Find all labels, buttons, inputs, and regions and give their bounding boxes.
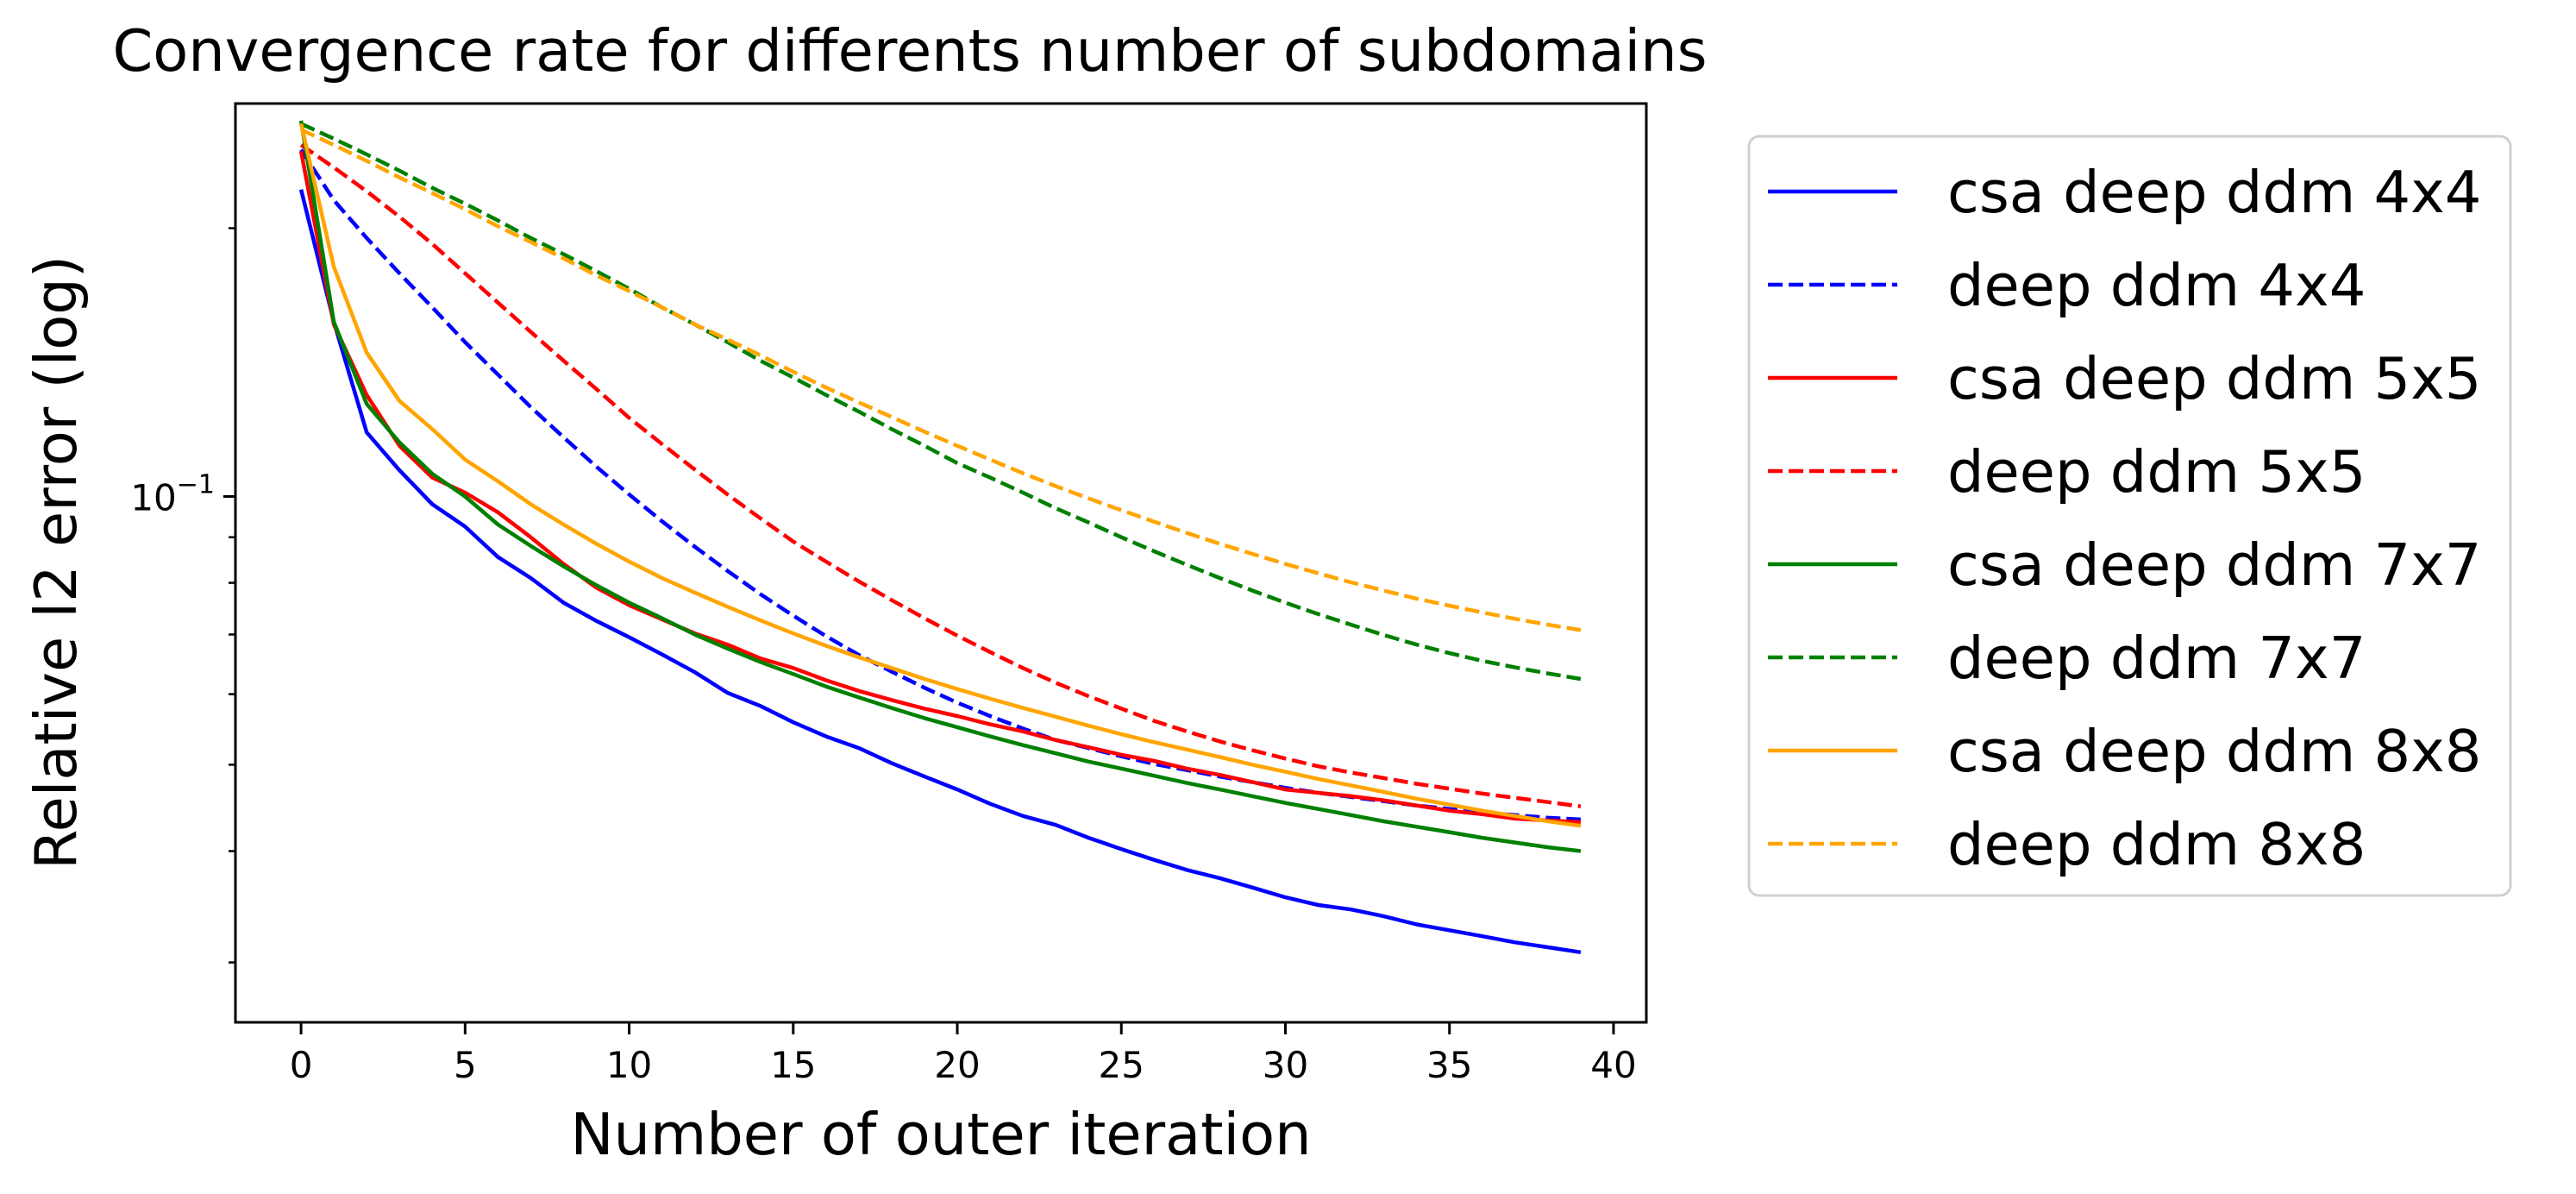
legend-label: csa deep ddm 4x4: [1947, 159, 2481, 226]
y-axis-ticks: 10−1: [130, 227, 235, 964]
legend-label: deep ddm 8x8: [1947, 811, 2366, 878]
plot-area: [235, 104, 1646, 1022]
x-axis-ticks: 0 5 10 15 20 25 30 35 40: [290, 1022, 1637, 1086]
x-tick-label: 5: [454, 1044, 477, 1086]
series-line-5: [298, 120, 1582, 853]
legend-entry: csa deep ddm 4x4: [1768, 159, 2481, 226]
x-axis-label: Number of outer iteration: [570, 1101, 1311, 1168]
legend-entry: csa deep ddm 5x5: [1768, 345, 2481, 412]
legend-entry: deep ddm 4x4: [1768, 252, 2366, 319]
x-tick-label: 10: [606, 1044, 652, 1086]
legend: csa deep ddm 4x4 deep ddm 4x4 csa deep ddm…: [1747, 135, 2512, 897]
series-layer: [298, 120, 1582, 955]
x-tick-label: 20: [934, 1044, 980, 1086]
legend-entry: csa deep ddm 7x7: [1768, 531, 2481, 599]
series-line-7: [298, 123, 1582, 828]
series-line-3: [298, 150, 1582, 825]
legend-label: csa deep ddm 7x7: [1947, 531, 2481, 599]
legend-label: deep ddm 7x7: [1947, 625, 2366, 692]
legend-frame: [1747, 135, 2512, 897]
chart-title: Convergence rate for differents number o…: [112, 17, 1707, 85]
plot-frame: [234, 102, 1648, 1024]
y-axis-label: Relative l2 error (log): [22, 255, 90, 870]
y-tick-label: 10−1: [130, 469, 215, 518]
legend-label: csa deep ddm 5x5: [1947, 345, 2481, 412]
x-tick-label: 40: [1590, 1044, 1636, 1086]
series-line-6: [300, 122, 1582, 682]
x-tick-label: 25: [1099, 1044, 1144, 1086]
series-line-8: [300, 128, 1582, 632]
x-tick-label: 35: [1426, 1044, 1472, 1086]
x-tick-label: 0: [290, 1044, 313, 1086]
series-line-4: [299, 143, 1582, 808]
legend-entry: deep ddm 7x7: [1768, 625, 2366, 692]
series-line-1: [298, 189, 1582, 955]
legend-label: deep ddm 5x5: [1947, 438, 2366, 506]
x-tick-label: 15: [770, 1044, 816, 1086]
legend-label: deep ddm 4x4: [1947, 252, 2366, 319]
x-tick-label: 30: [1263, 1044, 1308, 1086]
legend-entry: csa deep ddm 8x8: [1768, 718, 2481, 785]
legend-entry: deep ddm 5x5: [1768, 438, 2366, 506]
legend-label: csa deep ddm 8x8: [1947, 718, 2481, 785]
legend-entries: csa deep ddm 4x4 deep ddm 4x4 csa deep ddm…: [1768, 159, 2481, 878]
legend-entry: deep ddm 8x8: [1768, 811, 2366, 878]
